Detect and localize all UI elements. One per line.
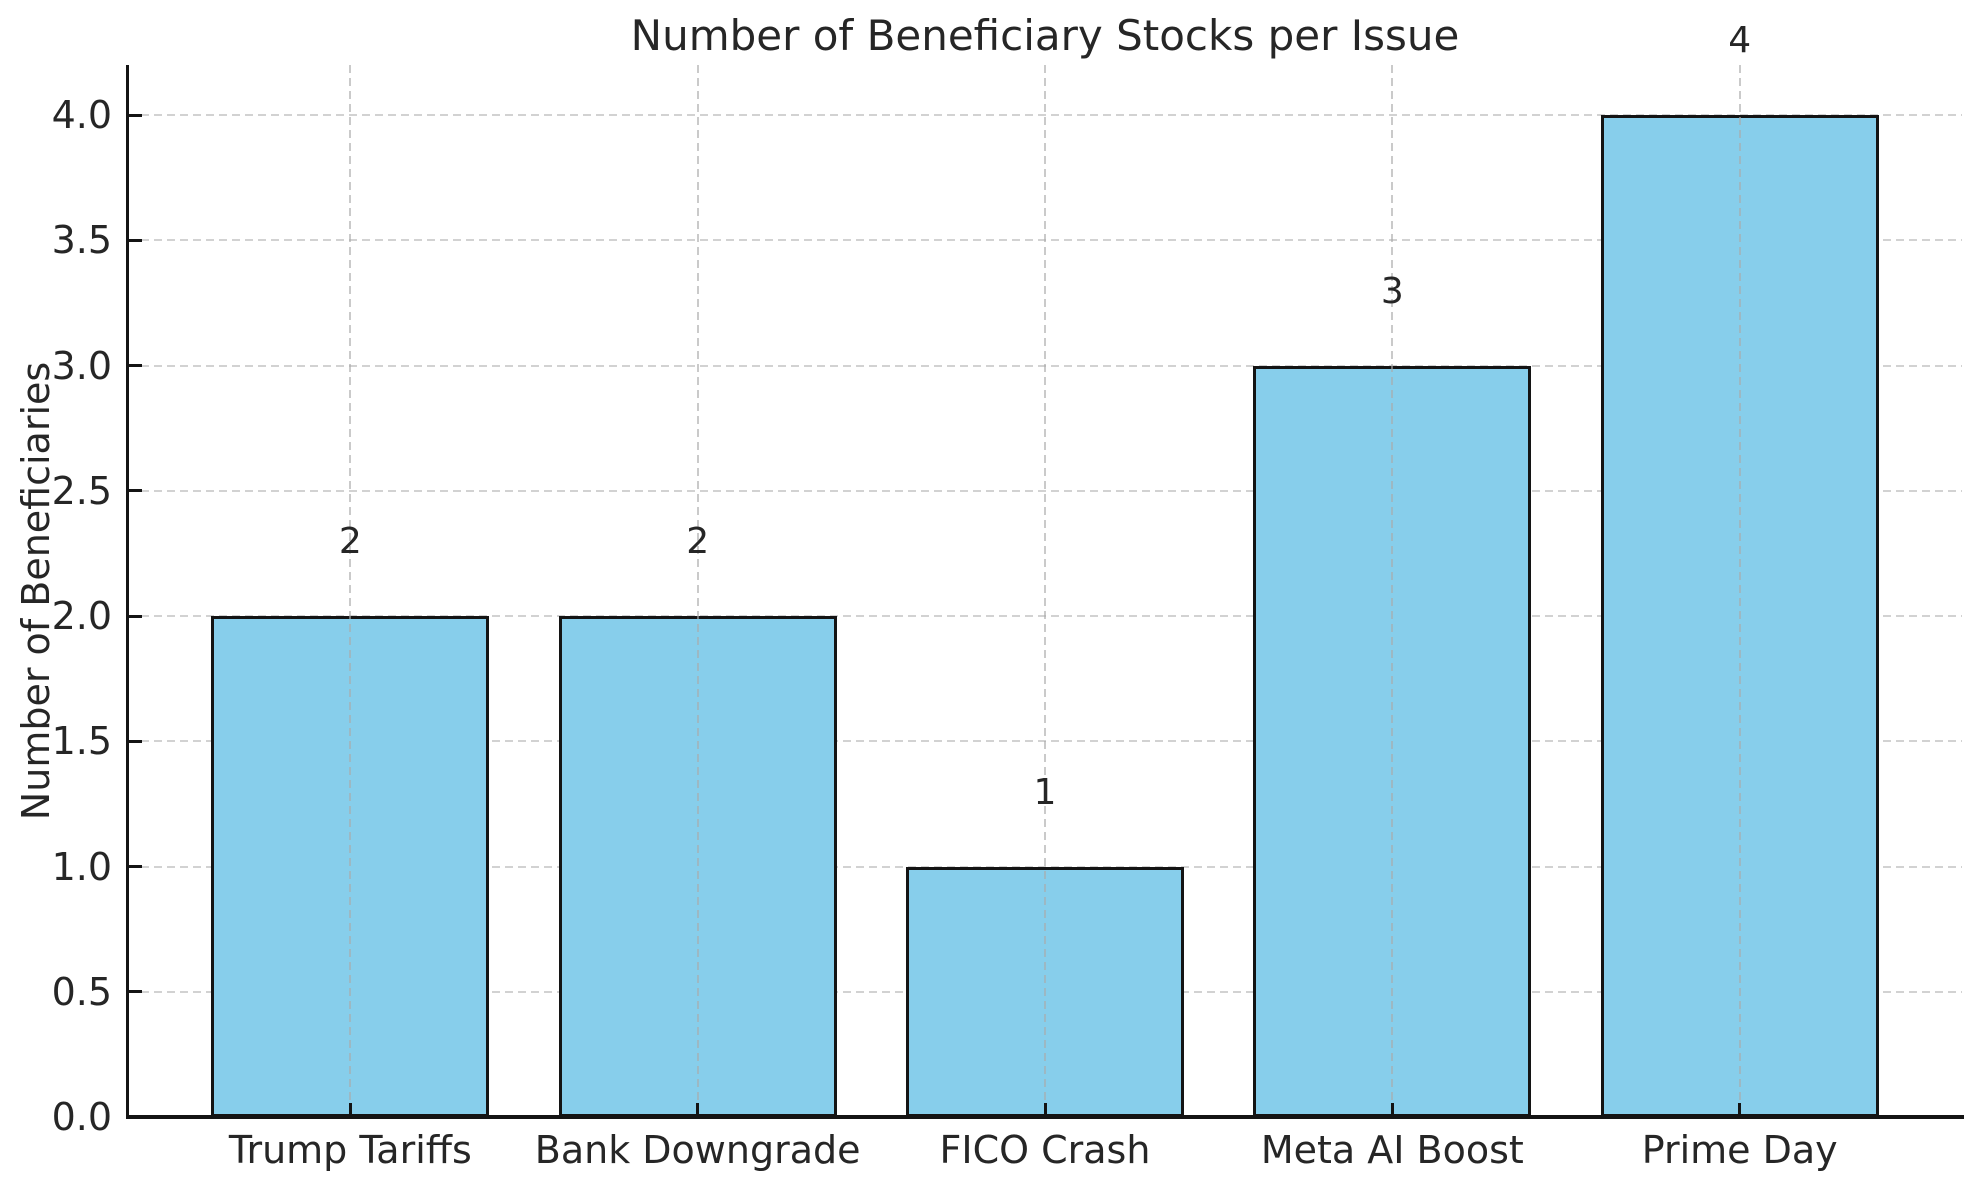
x-tick — [1043, 1103, 1047, 1116]
bar-value-label: 4 — [1728, 20, 1752, 62]
y-tick-label: 0.0 — [51, 1095, 112, 1139]
y-tick-label: 2.0 — [51, 594, 112, 639]
y-tick — [129, 238, 142, 242]
gridline-vertical — [1738, 65, 1741, 1117]
x-tick — [1738, 1103, 1742, 1116]
x-tick — [696, 1103, 700, 1116]
y-tick — [129, 990, 142, 994]
y-tick-label: 2.5 — [51, 468, 112, 513]
y-tick-label: 1.5 — [51, 719, 112, 764]
gridline-vertical — [1391, 65, 1394, 1117]
gridline-vertical — [349, 65, 352, 1117]
y-tick — [129, 865, 142, 869]
y-tick — [129, 113, 142, 117]
x-tick-label: Trump Tariffs — [228, 1128, 472, 1172]
x-tick-label: Meta AI Boost — [1260, 1128, 1524, 1172]
y-tick-label: 4.0 — [51, 93, 112, 138]
y-tick — [129, 614, 142, 618]
x-tick-label: Prime Day — [1641, 1128, 1838, 1172]
bar-value-label: 1 — [1033, 771, 1057, 813]
y-tick-label: 3.5 — [51, 218, 112, 263]
x-tick-label: Bank Downgrade — [534, 1128, 861, 1172]
x-axis-line — [126, 1115, 1964, 1119]
y-tick — [129, 489, 142, 493]
bar-value-label: 2 — [338, 521, 362, 563]
y-tick-label: 1.0 — [51, 844, 112, 889]
y-tick — [129, 1115, 142, 1119]
gridline-vertical — [696, 65, 699, 1117]
gridline-vertical — [1044, 65, 1046, 1117]
chart-title: Number of Beneficiary Stocks per Issue — [630, 11, 1460, 60]
y-axis-line — [126, 65, 129, 1119]
y-tick — [129, 739, 142, 743]
y-tick-label: 3.0 — [51, 343, 112, 388]
bar-value-label: 2 — [686, 521, 710, 563]
bar-value-label: 3 — [1380, 270, 1404, 312]
x-tick — [1390, 1103, 1394, 1116]
y-tick — [129, 364, 142, 368]
y-tick-label: 0.5 — [51, 969, 112, 1014]
x-tick — [348, 1103, 352, 1116]
x-tick-label: FICO Crash — [939, 1128, 1151, 1172]
